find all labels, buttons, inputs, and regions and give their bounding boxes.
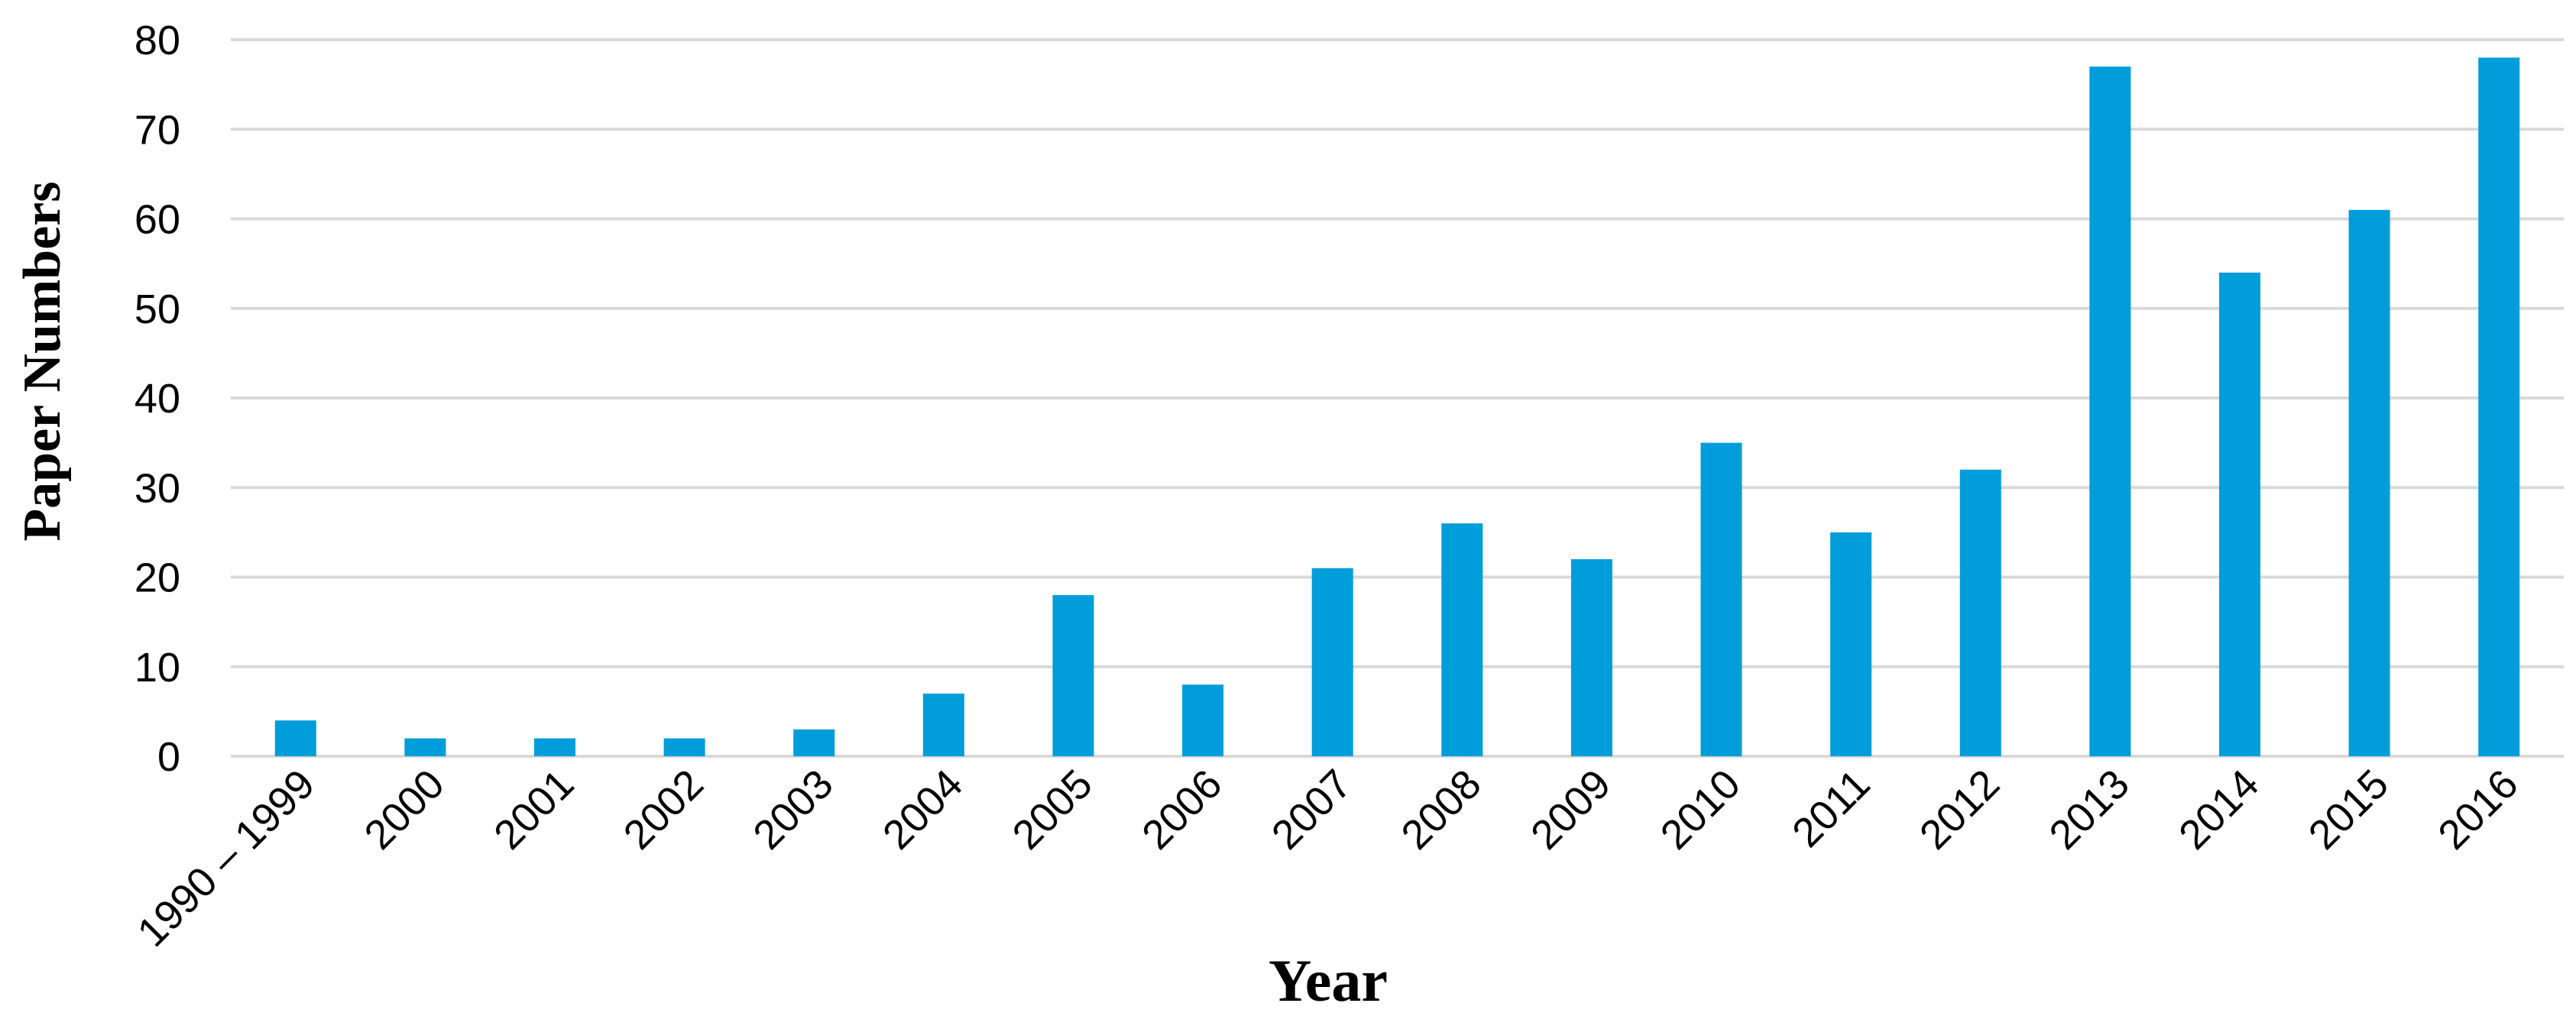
x-tick-label: 2013: [2040, 761, 2137, 858]
x-tick-label: 2011: [1784, 761, 1879, 856]
bar: [2348, 209, 2390, 756]
bar: [1441, 523, 1483, 756]
x-tick-label: 2001: [485, 761, 582, 858]
y-tick-label: 50: [134, 286, 180, 332]
y-tick-label: 10: [134, 645, 180, 691]
x-tick-label: 2005: [1004, 761, 1101, 858]
y-tick-label: 70: [134, 107, 180, 153]
x-tick-label: 2015: [2300, 761, 2397, 858]
y-tick-label: 30: [134, 465, 180, 511]
bar: [1182, 684, 1224, 756]
gridlines: [231, 38, 2564, 758]
x-tick-label: 1990 – 1999: [129, 761, 324, 956]
y-axis-title: Paper Numbers: [13, 181, 72, 541]
bar: [2478, 57, 2520, 756]
bar: [2218, 272, 2260, 757]
x-tick-label: 2003: [744, 761, 841, 858]
bar: [793, 729, 835, 756]
x-tick-label: 2002: [615, 761, 712, 858]
x-tick-label: 2016: [2429, 761, 2526, 858]
x-tick-label: 2014: [2170, 761, 2267, 858]
x-tick-label: 2008: [1392, 761, 1489, 858]
x-tick-label: 2009: [1522, 761, 1619, 858]
y-axis-ticks: 0 10 20 30 40 50 60 70 80: [134, 18, 180, 780]
x-axis-ticks: 1990 – 1999 2000 2001 2002 2003 2004 2005 2006 2…: [129, 761, 2527, 956]
bar: [274, 720, 316, 756]
y-tick-label: 80: [134, 18, 180, 63]
bar: [922, 693, 964, 756]
x-tick-label: 2004: [874, 761, 971, 858]
bar: [534, 738, 576, 756]
x-tick-label: 2010: [1652, 761, 1749, 858]
bar: [1052, 594, 1094, 756]
bar: [1959, 469, 2001, 756]
x-tick-label: 2007: [1263, 761, 1360, 858]
y-tick-label: 60: [134, 197, 180, 243]
bar: [1311, 568, 1353, 756]
bar: [2089, 66, 2131, 757]
bar: [1700, 442, 1742, 756]
x-tick-label: 2012: [1911, 761, 2008, 858]
x-axis-title: Year: [1269, 947, 1388, 1014]
bar: [1570, 559, 1612, 756]
x-tick-label: 2000: [356, 761, 453, 858]
bars: [274, 57, 2520, 757]
x-tick-label: 2006: [1133, 761, 1230, 858]
y-tick-label: 20: [134, 555, 180, 601]
y-tick-label: 0: [157, 734, 180, 780]
bar: [1830, 532, 1872, 756]
y-tick-label: 40: [134, 376, 180, 422]
bar: [404, 738, 446, 756]
bar: [663, 738, 705, 756]
